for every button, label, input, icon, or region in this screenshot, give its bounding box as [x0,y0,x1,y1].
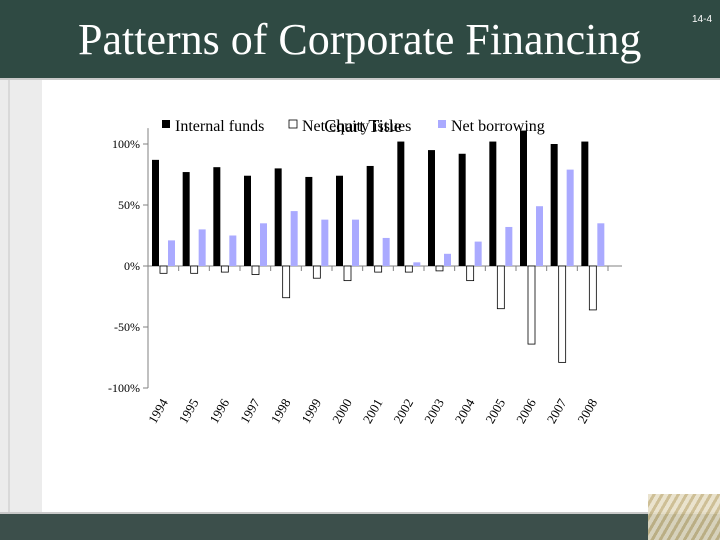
bar-net-borrowing [168,240,175,266]
bar-internal-funds [274,168,282,266]
bar-internal-funds [520,130,527,266]
x-tick-label: 2000 [329,396,355,426]
bar-internal-funds [428,150,435,266]
bar-internal-funds [244,175,251,266]
legend-label: Net equity issues [302,118,411,135]
bar-net-equity-issues [343,265,352,282]
bottom-band [0,512,720,540]
bar-net-borrowing [536,206,543,266]
bar-net-equity-issues [558,265,567,363]
bar-net-equity-issues [312,265,321,279]
bar-internal-funds [550,144,558,266]
bar-internal-funds [458,153,466,266]
x-tick-label: 2002 [390,396,416,426]
y-tick-label: -100% [108,381,140,395]
x-tick-label: 2007 [544,396,570,426]
bar-internal-funds [213,167,221,266]
x-tick-label: 2004 [452,396,478,426]
bar-net-borrowing [321,219,329,266]
bar-net-equity-issues [588,265,597,311]
financing-bar-chart: 100% 50% 0% -50% -100% 1994 1995 1996 1997 1998 19… [108,116,622,426]
slide-number: 14-4 [691,14,712,25]
bar-internal-funds [489,141,497,266]
bar-internal-funds [182,172,190,266]
x-tick-label: 2008 [574,396,600,426]
bar-internal-funds [397,141,405,266]
bar-net-borrowing [566,169,574,266]
x-tick-label: 1996 [206,396,232,426]
legend-label: Net borrowing [451,118,545,135]
bar-net-borrowing [229,235,237,266]
x-tick-label: 2003 [421,396,447,426]
legend-swatch [438,120,446,128]
bar-net-equity-issues [220,265,229,273]
y-tick-label: 100% [112,137,140,151]
x-tick-label: 2005 [482,396,508,426]
chart-legend: Internal funds Net equity issues Net borro… [162,118,545,135]
bar-net-equity-issues [435,265,444,272]
corner-texture-decoration [648,494,720,540]
x-tick-label: 2006 [513,396,539,426]
bar-net-borrowing [260,223,267,266]
bar-internal-funds [366,165,374,266]
title-bar: Patterns of Corporate Financing 14-4 [0,0,720,80]
bar-net-equity-issues [251,265,260,275]
x-tick-label: 2001 [360,396,386,426]
bar-net-equity-issues [466,265,475,282]
bar-net-borrowing [382,237,390,266]
bar-internal-funds [152,159,159,266]
y-tick-label: 0% [124,259,140,273]
legend-swatch [162,120,170,128]
bar-net-equity-issues [190,265,199,274]
bar-net-borrowing [474,241,482,266]
bar-net-borrowing [290,211,298,266]
bar-net-equity-issues [404,265,413,273]
bar-internal-funds [336,175,343,266]
bar-net-borrowing [505,226,513,266]
y-tick-label: -50% [114,320,140,334]
chart-bars [152,130,605,363]
x-tick-label: 1998 [268,396,294,426]
bar-net-borrowing [198,229,206,266]
bar-net-borrowing [352,219,359,266]
chart-title: Chart Title [324,116,402,136]
legend-label: Internal funds [175,118,264,135]
bar-net-equity-issues [496,265,505,310]
bar-internal-funds [305,176,313,266]
x-tick-label: 1997 [237,396,263,426]
slide-title: Patterns of Corporate Financing [78,15,642,64]
x-tick-label: 1994 [145,396,171,426]
x-tick-label: 1999 [298,396,324,426]
x-tick-label: 1995 [176,396,202,426]
bar-net-borrowing [413,262,421,266]
legend-swatch [288,119,298,129]
y-tick-label: 50% [118,198,140,212]
left-decoration-strip [0,0,42,540]
bar-net-equity-issues [527,265,536,345]
bar-net-equity-issues [159,265,168,274]
bar-net-equity-issues [374,265,383,273]
bar-internal-funds [581,141,589,266]
bar-net-borrowing [444,253,451,266]
bar-net-equity-issues [282,265,291,299]
bar-net-borrowing [597,223,605,266]
